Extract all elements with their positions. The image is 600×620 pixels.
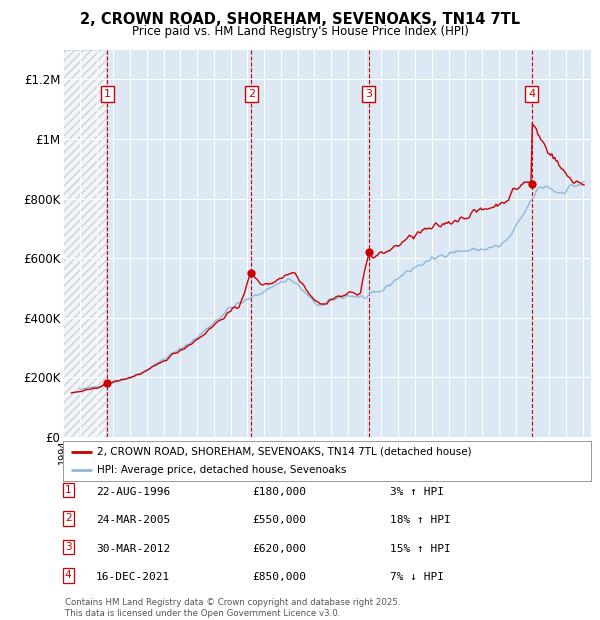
Bar [63,50,106,437]
Text: 3: 3 [365,89,372,99]
Text: 22-AUG-1996: 22-AUG-1996 [96,487,170,497]
Text: 1: 1 [65,485,71,495]
Text: HPI: Average price, detached house, Sevenoaks: HPI: Average price, detached house, Seve… [97,465,347,475]
Text: 3: 3 [65,542,71,552]
Text: 1: 1 [104,89,111,99]
Text: 2, CROWN ROAD, SHOREHAM, SEVENOAKS, TN14 7TL (detached house): 2, CROWN ROAD, SHOREHAM, SEVENOAKS, TN14… [97,447,472,457]
Text: 18% ↑ HPI: 18% ↑ HPI [390,515,451,525]
Text: 16-DEC-2021: 16-DEC-2021 [96,572,170,582]
Text: 15% ↑ HPI: 15% ↑ HPI [390,544,451,554]
Text: 2, CROWN ROAD, SHOREHAM, SEVENOAKS, TN14 7TL: 2, CROWN ROAD, SHOREHAM, SEVENOAKS, TN14… [80,12,520,27]
Text: £850,000: £850,000 [252,572,306,582]
Text: Contains HM Land Registry data © Crown copyright and database right 2025.
This d: Contains HM Land Registry data © Crown c… [65,598,400,618]
Text: 7% ↓ HPI: 7% ↓ HPI [390,572,444,582]
Text: 30-MAR-2012: 30-MAR-2012 [96,544,170,554]
Text: £180,000: £180,000 [252,487,306,497]
Text: 4: 4 [528,89,535,99]
Text: 4: 4 [65,570,71,580]
Text: 3% ↑ HPI: 3% ↑ HPI [390,487,444,497]
Text: Price paid vs. HM Land Registry's House Price Index (HPI): Price paid vs. HM Land Registry's House … [131,25,469,38]
Text: £550,000: £550,000 [252,515,306,525]
Text: 2: 2 [248,89,255,99]
Text: 2: 2 [65,513,71,523]
Text: 24-MAR-2005: 24-MAR-2005 [96,515,170,525]
Text: £620,000: £620,000 [252,544,306,554]
